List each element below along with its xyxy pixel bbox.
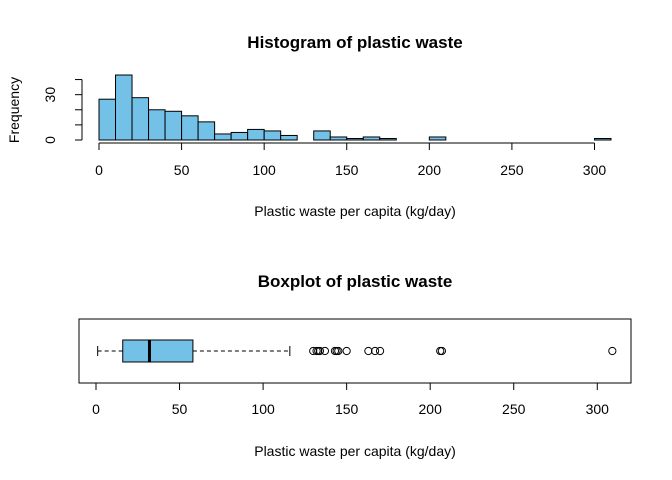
histogram-bar-20 [428, 136, 447, 141]
boxplot-outlier-13 [437, 346, 446, 356]
boxplot-x-tick-label-300: 300 [586, 401, 610, 417]
histogram-bar-16 [362, 136, 381, 141]
histogram-bar-10 [263, 130, 282, 141]
histogram-bar-14 [329, 136, 348, 141]
histogram-x-tick-label-100: 100 [252, 162, 276, 178]
boxplot-outlier-8 [342, 346, 351, 356]
histogram-x-tick-label-150: 150 [335, 162, 359, 178]
boxplot-panel: Boxplot of plastic waste 0 50 100 150 200 250… [78, 272, 632, 459]
boxplot-outlier-3 [315, 346, 325, 356]
histogram-bar-1 [115, 74, 133, 141]
histogram-bar-9 [247, 128, 265, 141]
boxplot-x-axis: 0 50 100 150 200 250 300 [92, 382, 610, 417]
boxplot-outlier-6 [332, 346, 341, 356]
histogram-y-tick-label-0: 0 [42, 136, 58, 144]
boxplot-outlier-11 [375, 346, 385, 356]
histogram-bar-17 [379, 137, 397, 141]
histogram-x-tick-label-200: 200 [418, 162, 442, 178]
histogram-bar-7 [214, 133, 232, 141]
histogram-bars [98, 74, 612, 141]
boxplot-outlier-9 [364, 346, 373, 356]
histogram-title: Histogram of plastic waste [247, 33, 462, 52]
histogram-bar-0 [98, 98, 117, 141]
boxplot-title: Boxplot of plastic waste [258, 272, 453, 291]
boxplot-outlier-2 [314, 346, 323, 356]
histogram-bar-8 [230, 131, 249, 141]
boxplot-outlier-10 [370, 346, 380, 356]
histogram-y-axis: 0 30 [42, 79, 83, 144]
histogram-bar-3 [148, 109, 166, 141]
boxplot-x-tick-label-150: 150 [335, 401, 359, 417]
boxplot-elements [97, 339, 617, 363]
boxplot-x-label: Plastic waste per capita (kg/day) [254, 443, 456, 459]
boxplot-outlier-4 [320, 346, 330, 356]
histogram-bar-30 [593, 137, 612, 141]
histogram-bar-6 [197, 121, 216, 141]
histogram-bar-11 [280, 134, 298, 141]
histogram-x-tick-label-50: 50 [174, 162, 190, 178]
histogram-bar-15 [346, 137, 364, 141]
histogram-y-tick-label-30: 30 [42, 87, 58, 103]
boxplot-outlier-0 [309, 346, 318, 356]
histogram-x-tick-label-250: 250 [500, 162, 524, 178]
histogram-x-tick-label-0: 0 [95, 162, 103, 178]
histogram-x-axis: 0 50 100 150 200 250 300 [95, 142, 607, 178]
boxplot-outlier-14 [608, 346, 617, 356]
histogram-x-tick-label-300: 300 [583, 162, 607, 178]
boxplot-outlier-7 [334, 346, 343, 356]
histogram-bar-4 [164, 110, 183, 141]
boxplot-x-tick-label-0: 0 [92, 401, 100, 417]
boxplot-x-tick-label-250: 250 [502, 401, 526, 417]
histogram-x-label: Plastic waste per capita (kg/day) [254, 203, 456, 219]
histogram-panel: Histogram of plastic waste 0 50 100 150 200 2… [6, 33, 612, 219]
histogram-bar-13 [313, 130, 331, 141]
boxplot-outlier-12 [436, 346, 445, 356]
boxplot-x-tick-label-200: 200 [419, 401, 443, 417]
boxplot-x-tick-label-100: 100 [251, 401, 275, 417]
histogram-bar-5 [181, 115, 199, 141]
histogram-bar-2 [131, 97, 150, 141]
boxplot-x-tick-label-50: 50 [172, 401, 188, 417]
histogram-y-label: Frequency [6, 77, 22, 143]
boxplot-box [122, 339, 194, 363]
